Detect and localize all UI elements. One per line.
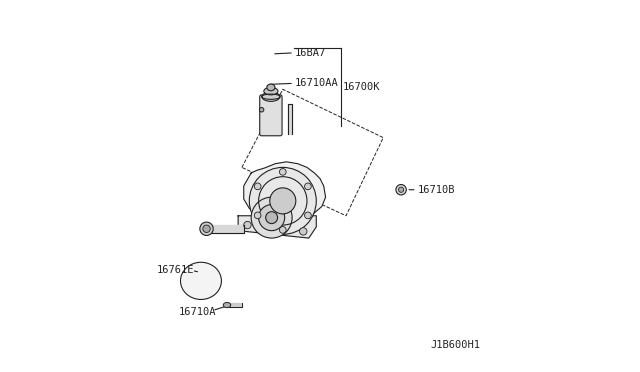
Polygon shape — [244, 162, 326, 225]
Circle shape — [266, 212, 278, 224]
Text: 16710B: 16710B — [417, 185, 455, 195]
FancyBboxPatch shape — [260, 95, 282, 136]
Circle shape — [270, 188, 296, 214]
Circle shape — [280, 169, 286, 175]
Circle shape — [399, 187, 404, 192]
Circle shape — [305, 183, 311, 190]
Text: 16700K: 16700K — [343, 83, 381, 92]
Text: 16710A: 16710A — [179, 308, 216, 317]
Circle shape — [250, 167, 316, 234]
Text: 16BA7: 16BA7 — [294, 48, 326, 58]
Circle shape — [203, 225, 211, 232]
Ellipse shape — [180, 262, 221, 299]
Polygon shape — [238, 216, 316, 238]
Ellipse shape — [262, 92, 280, 101]
Ellipse shape — [259, 108, 264, 112]
Circle shape — [259, 205, 285, 231]
Circle shape — [200, 222, 213, 235]
Circle shape — [280, 227, 286, 233]
Circle shape — [300, 228, 307, 235]
Ellipse shape — [267, 84, 275, 91]
Polygon shape — [289, 104, 292, 134]
Text: 16761E: 16761E — [156, 266, 194, 275]
Text: J1B600H1: J1B600H1 — [430, 340, 480, 350]
Circle shape — [244, 221, 251, 229]
Circle shape — [254, 183, 261, 190]
Ellipse shape — [223, 302, 231, 308]
Circle shape — [251, 197, 292, 238]
Text: 16710AA: 16710AA — [294, 78, 339, 88]
Circle shape — [396, 185, 406, 195]
Circle shape — [305, 212, 311, 219]
Polygon shape — [209, 225, 244, 232]
Polygon shape — [229, 303, 242, 307]
Ellipse shape — [264, 87, 278, 95]
Circle shape — [254, 212, 261, 219]
